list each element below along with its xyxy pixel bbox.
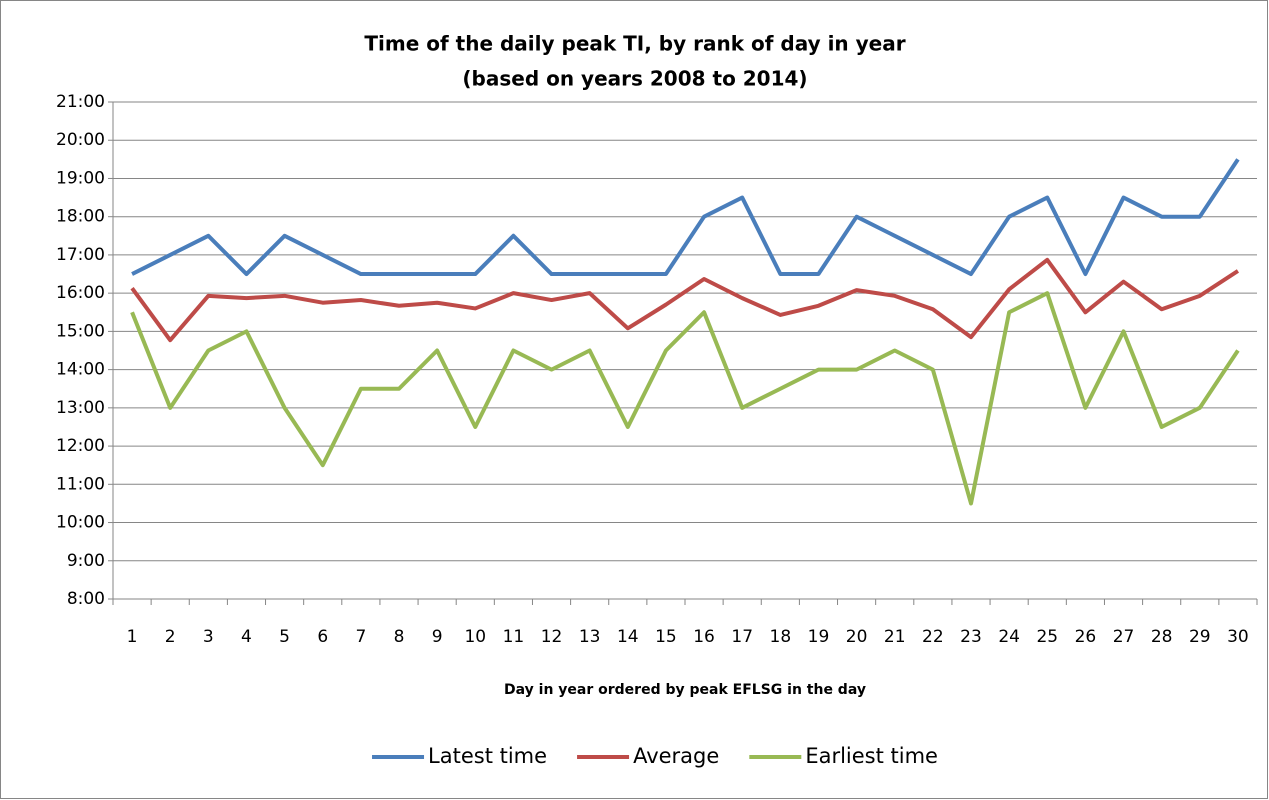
y-tick-label: 21:00 [56,92,105,112]
x-tick-label: 11 [503,627,525,647]
y-tick-label: 16:00 [56,283,105,303]
x-tick-label: 29 [1189,627,1211,647]
x-tick-label: 18 [770,627,792,647]
y-tick-label: 18:00 [56,207,105,227]
y-tick-label: 14:00 [56,360,105,380]
x-tick-label: 6 [317,627,328,647]
y-tick-label: 9:00 [67,551,105,571]
chart-title: Time of the daily peak TI, by rank of da… [364,32,905,56]
y-tick-label: 17:00 [56,245,105,265]
y-tick-label: 13:00 [56,398,105,418]
x-tick-label: 14 [617,627,639,647]
x-tick-label: 17 [731,627,753,647]
x-tick-label: 16 [693,627,715,647]
x-tick-label: 10 [464,627,486,647]
x-tick-label: 9 [432,627,443,647]
x-tick-label: 8 [394,627,405,647]
x-tick-label: 3 [203,627,214,647]
x-tick-label: 15 [655,627,677,647]
legend-label: Earliest time [805,744,938,768]
y-tick-label: 19:00 [56,168,105,188]
x-tick-label: 24 [998,627,1020,647]
x-tick-label: 22 [922,627,944,647]
x-tick-label: 12 [541,627,563,647]
legend-label: Latest time [428,744,547,768]
x-tick-label: 1 [127,627,138,647]
x-tick-label: 13 [579,627,601,647]
x-tick-label: 28 [1151,627,1173,647]
y-tick-label: 15:00 [56,321,105,341]
x-tick-label: 25 [1036,627,1058,647]
x-tick-label: 19 [808,627,830,647]
x-tick-label: 30 [1227,627,1249,647]
y-tick-label: 8:00 [67,589,105,609]
series-line [131,158,1240,277]
x-tick-label: 2 [165,627,176,647]
x-tick-label: 21 [884,627,906,647]
y-tick-label: 20:00 [56,130,105,150]
series-line [130,257,1240,343]
x-tick-label: 20 [846,627,868,647]
chart-subtitle: (based on years 2008 to 2014) [462,67,807,91]
series-line [130,291,1240,506]
legend-label: Average [633,744,719,768]
x-tick-label: 26 [1075,627,1097,647]
x-tick-label: 5 [279,627,290,647]
x-tick-label: 23 [960,627,982,647]
y-tick-label: 12:00 [56,436,105,456]
x-tick-label: 4 [241,627,252,647]
y-tick-label: 11:00 [56,474,105,494]
x-tick-label: 7 [355,627,366,647]
x-axis-label: Day in year ordered by peak EFLSG in the… [504,682,866,698]
y-tick-label: 10:00 [56,513,105,533]
x-tick-label: 27 [1113,627,1135,647]
